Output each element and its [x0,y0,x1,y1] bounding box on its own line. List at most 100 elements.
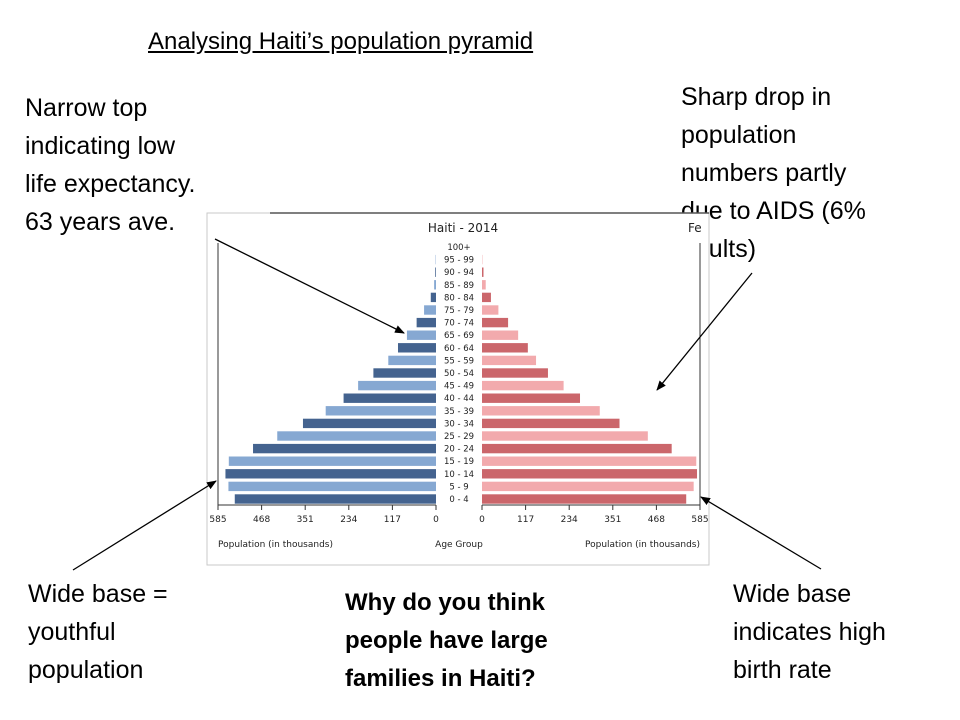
age-label-3: 15 - 19 [444,457,474,467]
tick-label-left-1: 468 [253,515,270,525]
male-bar-10 [373,368,436,378]
age-label-1: 5 - 9 [449,482,468,492]
female-bar-6 [482,418,620,429]
annotation-line: numbers partly [681,159,847,187]
annotation-line: indicating low [25,132,176,160]
annotation-line: youthful [28,618,116,646]
question-line: people have large [345,627,548,654]
female-bar-18 [482,267,484,277]
female-bar-10 [482,368,548,378]
tick-label-left-2: 351 [297,515,314,525]
annotation-line: Narrow top [25,94,148,122]
question-line: families in Haiti? [345,665,536,692]
annotation-line: indicates high [733,618,886,646]
age-label-0: 0 - 4 [449,495,468,505]
male-bar-17 [434,280,436,290]
male-bar-12 [397,343,436,353]
male-bar-15 [424,305,436,315]
chart-header-fragment: Fe [688,221,702,235]
male-bar-0 [234,494,436,504]
annotation-wide-base-birth-rate: Wide base indicates high birth rate [733,575,886,689]
annotation-line: Wide base = [28,580,168,608]
x-axis-label-right: Population (in thousands) [585,540,700,550]
female-bar-15 [482,305,499,315]
female-bar-0 [482,494,687,504]
male-bar-9 [358,380,436,391]
male-bar-18 [435,267,436,277]
female-bar-1 [482,481,694,492]
male-bars [225,254,436,504]
age-label-5: 25 - 29 [444,432,474,442]
female-bar-4 [482,443,672,454]
question-line: Why do you think [345,589,545,616]
female-bars [482,254,698,504]
tick-label-left-0: 585 [209,515,226,525]
male-bar-6 [302,418,436,429]
chart-title: Haiti - 2014 [428,221,498,235]
slide-title: Analysing Haiti’s population pyramid [148,28,534,55]
tick-label-left-4: 117 [384,515,401,525]
annotation-line: life expectancy. [25,170,196,198]
age-label-20: 100+ [447,243,470,253]
male-bar-14 [416,317,436,328]
female-bar-3 [482,456,697,466]
age-label-2: 10 - 14 [444,470,474,480]
male-bar-8 [343,393,436,403]
male-bar-13 [406,330,436,340]
female-bar-8 [482,393,581,403]
female-bar-17 [482,280,486,290]
female-bar-5 [482,431,648,441]
age-label-6: 30 - 34 [444,419,474,429]
age-label-17: 85 - 89 [444,281,474,291]
age-label-7: 35 - 39 [444,407,474,417]
male-bar-7 [325,406,436,416]
female-bar-14 [482,317,509,328]
male-bar-11 [388,355,436,366]
x-ticks-right: 0 117 234 351 468 585 [479,505,709,525]
age-label-4: 20 - 24 [444,445,474,455]
age-label-9: 45 - 49 [444,382,474,392]
annotation-narrow-top: Narrow top indicating low life expectanc… [25,89,195,241]
male-bar-1 [228,481,436,492]
tick-label-right-1: 117 [517,515,534,525]
annotation-line: due to AIDS (6% [681,197,866,225]
annotation-line: Sharp drop in [681,83,832,111]
age-label-10: 50 - 54 [444,369,474,379]
female-bar-7 [482,406,600,416]
age-label-18: 90 - 94 [444,268,474,278]
female-bar-12 [482,343,528,353]
tick-label-right-4: 468 [648,515,665,525]
tick-label-right-3: 351 [604,515,621,525]
male-bar-3 [228,456,436,466]
tick-label-left-3: 234 [340,515,357,525]
tick-label-right-0: 0 [479,515,485,525]
annotation-line: Wide base [733,580,852,608]
age-group-labels: 0 - 4 5 - 9 10 - 14 15 - 19 20 - 24 25 - 29 30… [444,243,474,505]
x-ticks-left: 585 468 351 234 117 0 [209,505,439,525]
tick-label-right-2: 234 [561,515,578,525]
female-bar-9 [482,380,564,391]
female-bar-11 [482,355,537,366]
annotation-sharp-drop: Sharp drop in population numbers partly … [681,78,866,268]
age-label-14: 70 - 74 [444,319,474,329]
annotation-line: population [28,656,144,684]
x-axis-label-center: Age Group [435,540,483,550]
female-bar-16 [482,292,491,303]
age-label-11: 55 - 59 [444,356,474,366]
male-bar-4 [253,443,436,454]
age-label-8: 40 - 44 [444,394,474,404]
male-bar-5 [277,431,436,441]
tick-label-right-5: 585 [691,515,708,525]
male-bar-2 [225,469,436,479]
discussion-question: Why do you think people have large famil… [345,584,548,698]
annotation-line: 63 years ave. [25,208,176,236]
male-bar-16 [430,292,436,303]
annotation-line: birth rate [733,656,832,684]
female-bar-13 [482,330,519,340]
female-bar-2 [482,469,698,479]
age-label-19: 95 - 99 [444,256,474,266]
annotation-line: population [681,121,797,149]
age-label-13: 65 - 69 [444,331,474,341]
age-label-15: 75 - 79 [444,306,474,316]
